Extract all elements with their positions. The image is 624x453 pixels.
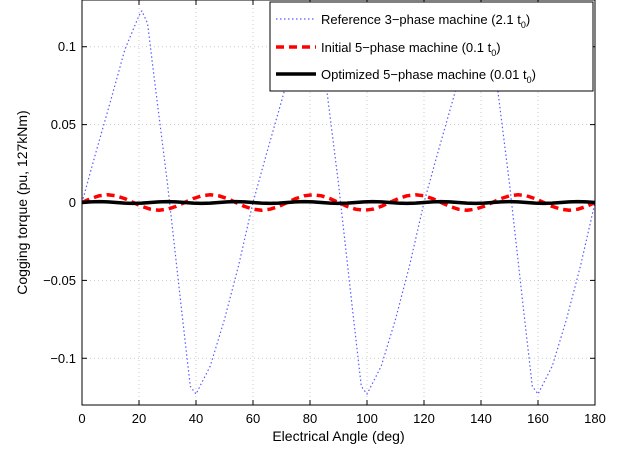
legend-label-optimized: Optimized 5−phase machine (0.01 t0) — [321, 67, 536, 85]
legend-box — [269, 1, 594, 92]
x-tick-label-2: 40 — [189, 411, 203, 426]
x-tick-labels: 0 20 40 60 80 100 120 140 160 180 — [78, 411, 605, 426]
x-tick-label-0: 0 — [78, 411, 85, 426]
legend-subscript-initial: 0 — [491, 48, 496, 58]
legend-entry-reference: Reference 3−phase machine (2.1 t0) — [276, 12, 530, 30]
x-tick-label-7: 140 — [470, 411, 492, 426]
y-tick-labels: −0.1 −0.05 0 0.05 0.1 — [43, 39, 76, 366]
legend-label-reference: Reference 3−phase machine (2.1 t0) — [321, 12, 530, 30]
legend-entry-initial: Initial 5−phase machine (0.1 t0) — [276, 40, 501, 58]
legend-text-reference: Reference 3−phase machine (2.1 t — [321, 12, 521, 27]
legend-text-optimized: Optimized 5−phase machine (0.01 t — [321, 67, 527, 82]
x-tick-label-3: 60 — [246, 411, 260, 426]
legend-entry-optimized: Optimized 5−phase machine (0.01 t0) — [276, 67, 536, 85]
series-layer — [82, 10, 595, 395]
x-tick-label-9: 180 — [584, 411, 606, 426]
series-line-reference — [82, 10, 595, 395]
y-tick-label-4: 0.1 — [58, 39, 76, 54]
x-axis-label: Electrical Angle (deg) — [272, 428, 404, 444]
legend-label-initial: Initial 5−phase machine (0.1 t0) — [321, 40, 501, 58]
legend: Reference 3−phase machine (2.1 t0) Initi… — [269, 1, 594, 92]
x-tick-label-6: 120 — [413, 411, 435, 426]
legend-subscript-optimized: 0 — [527, 75, 532, 85]
legend-suffix-reference: ) — [526, 12, 530, 27]
legend-text-initial: Initial 5−phase machine (0.1 t — [321, 40, 492, 55]
x-tick-label-8: 160 — [527, 411, 549, 426]
y-axis-label: Cogging torque (pu, 127kNm) — [14, 110, 30, 294]
legend-suffix-optimized: ) — [532, 67, 536, 82]
legend-suffix-initial: ) — [496, 40, 500, 55]
x-tick-label-4: 80 — [303, 411, 317, 426]
series-line-optimized — [82, 199, 595, 206]
y-tick-label-0: −0.1 — [50, 351, 76, 366]
x-tick-label-5: 100 — [356, 411, 378, 426]
y-tick-label-3: 0.05 — [51, 117, 76, 132]
y-tick-label-2: 0 — [69, 195, 76, 210]
x-tick-label-1: 20 — [132, 411, 146, 426]
y-tick-label-1: −0.05 — [43, 273, 76, 288]
legend-subscript-reference: 0 — [521, 20, 526, 30]
